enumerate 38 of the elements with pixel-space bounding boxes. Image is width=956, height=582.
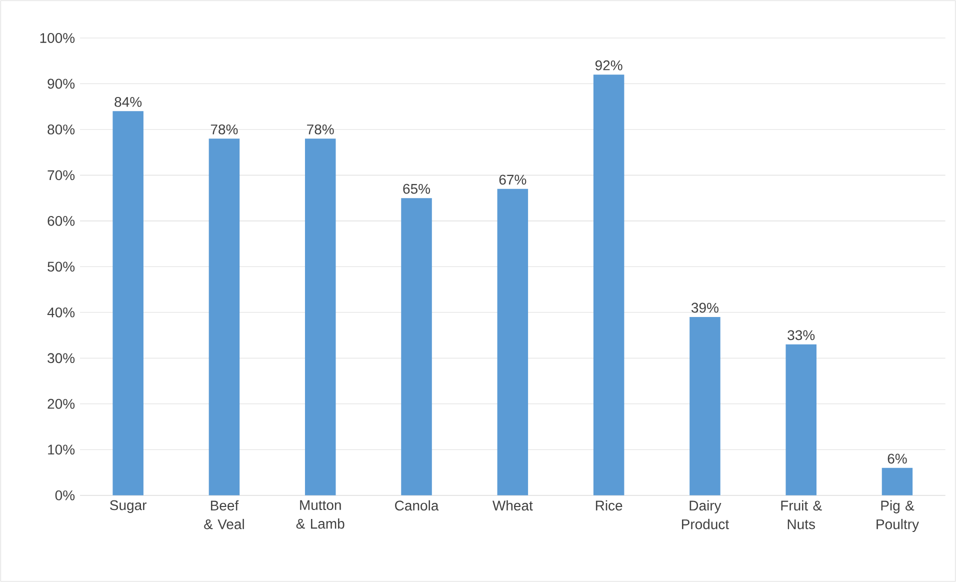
y-tick-label: 70% [48,170,75,180]
data-label: 33% [788,330,815,340]
x-tick-label: Pig & Poultry [876,500,920,532]
y-tick-label: 30% [48,353,75,364]
data-label: 6% [888,454,907,464]
data-label: 39% [691,302,718,313]
y-tick-label: 80% [48,124,75,134]
x-tick-label: Rice [596,500,622,511]
x-tick-label: Canola [395,500,439,511]
y-tick-label: 20% [48,398,75,409]
data-label: 65% [403,184,430,194]
bar [112,111,144,496]
data-label: 78% [307,124,334,134]
x-tick-label: Fruit & Nuts [781,500,822,530]
y-tick-label: 40% [47,307,75,318]
data-label: 92% [595,60,622,70]
data-label: 67% [499,174,526,185]
y-tick-label: 10% [48,444,75,455]
y-tick-label: 100% [40,33,75,43]
y-tick-label: 50% [48,262,75,272]
bar [593,74,624,496]
bar [401,198,432,496]
x-tick-label: Sugar [110,500,147,513]
y-tick-label: 90% [48,78,75,89]
bar [690,316,720,496]
bar [882,468,913,496]
y-tick-label: 60% [48,216,75,226]
bar [304,138,336,496]
data-label: 78% [210,124,238,134]
x-tick-label: Dairy Product [682,500,729,530]
y-tick-label: 0% [55,490,75,500]
data-label: 84% [114,97,142,107]
x-tick-label: Beef & Veal [204,500,244,530]
bar [208,138,240,496]
x-tick-label: Wheat [492,500,533,511]
bar [497,188,528,496]
x-tick-label: Mutton & Lamb [296,500,344,529]
bar [786,344,816,496]
